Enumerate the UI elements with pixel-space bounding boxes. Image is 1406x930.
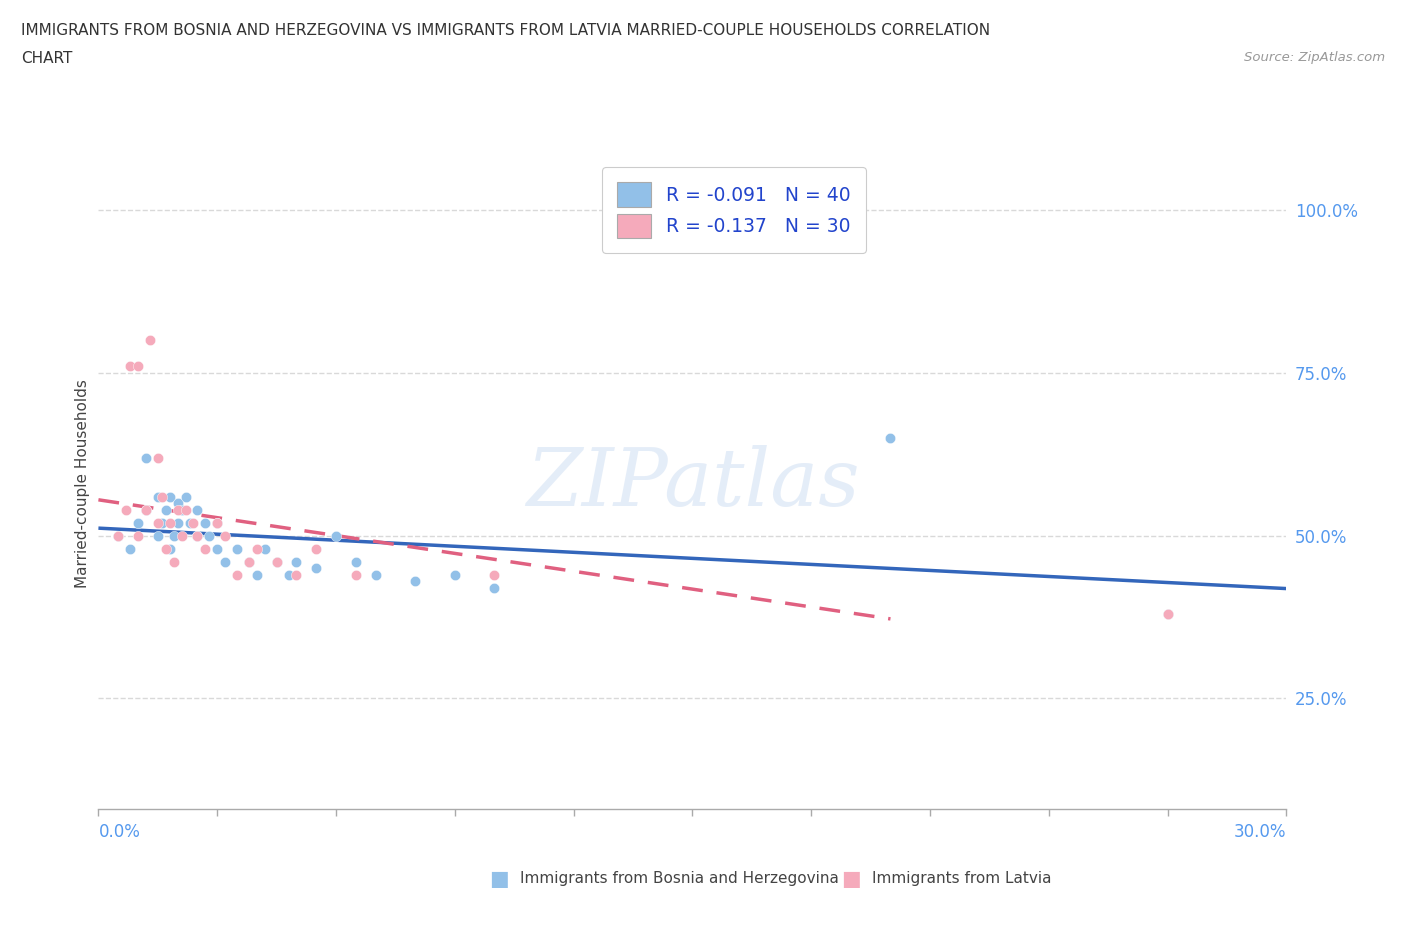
Legend: R = -0.091   N = 40, R = -0.137   N = 30: R = -0.091 N = 40, R = -0.137 N = 30 <box>602 167 866 253</box>
Point <box>404 574 426 589</box>
Point <box>186 502 208 517</box>
Point <box>186 528 208 543</box>
Point <box>170 528 193 543</box>
Point <box>194 515 217 530</box>
Point <box>127 528 149 543</box>
Point <box>120 541 142 556</box>
Y-axis label: Married-couple Households: Married-couple Households <box>75 379 90 588</box>
Point <box>120 359 142 374</box>
Point <box>246 541 269 556</box>
Point <box>127 359 149 374</box>
Point <box>266 554 288 569</box>
Text: ■: ■ <box>489 869 509 889</box>
Point <box>344 567 367 582</box>
Text: Immigrants from Latvia: Immigrants from Latvia <box>872 871 1052 886</box>
Point <box>146 515 169 530</box>
Point <box>238 554 260 569</box>
Point <box>115 502 138 517</box>
Point <box>146 450 169 465</box>
Point <box>305 561 328 576</box>
Point <box>174 489 197 504</box>
Point <box>238 554 260 569</box>
Text: 30.0%: 30.0% <box>1234 823 1286 841</box>
Point <box>166 502 188 517</box>
Point <box>150 489 173 504</box>
Text: ZIPatlas: ZIPatlas <box>526 445 859 523</box>
Point <box>186 528 208 543</box>
Point <box>207 515 229 530</box>
Point <box>285 567 308 582</box>
Point <box>214 528 236 543</box>
Point <box>198 528 221 543</box>
Point <box>159 489 181 504</box>
Point <box>135 502 157 517</box>
Point <box>364 567 387 582</box>
Point <box>163 554 186 569</box>
Text: Immigrants from Bosnia and Herzegovina: Immigrants from Bosnia and Herzegovina <box>520 871 839 886</box>
Point <box>166 496 188 511</box>
Text: 0.0%: 0.0% <box>98 823 141 841</box>
Point <box>266 554 288 569</box>
Point <box>325 528 347 543</box>
Point <box>1156 606 1178 621</box>
Point <box>253 541 276 556</box>
Point <box>135 502 157 517</box>
Point <box>305 541 328 556</box>
Point <box>246 567 269 582</box>
Point <box>344 554 367 569</box>
Point <box>166 515 188 530</box>
Point <box>879 431 901 445</box>
Point <box>146 528 169 543</box>
Point <box>277 567 299 582</box>
Point <box>170 502 193 517</box>
Point <box>207 541 229 556</box>
Point <box>127 515 149 530</box>
Point <box>194 541 217 556</box>
Point <box>150 515 173 530</box>
Point <box>135 450 157 465</box>
Point <box>207 515 229 530</box>
Point <box>444 567 467 582</box>
Point <box>163 528 186 543</box>
Point <box>1156 606 1178 621</box>
Point <box>155 541 177 556</box>
Point <box>214 554 236 569</box>
Point <box>155 502 177 517</box>
Point <box>139 333 162 348</box>
Point <box>159 515 181 530</box>
Text: Source: ZipAtlas.com: Source: ZipAtlas.com <box>1244 51 1385 64</box>
Point <box>226 541 249 556</box>
Point <box>285 554 308 569</box>
Point <box>159 541 181 556</box>
Point <box>484 567 506 582</box>
Point <box>484 580 506 595</box>
Point <box>179 515 201 530</box>
Text: IMMIGRANTS FROM BOSNIA AND HERZEGOVINA VS IMMIGRANTS FROM LATVIA MARRIED-COUPLE : IMMIGRANTS FROM BOSNIA AND HERZEGOVINA V… <box>21 23 990 38</box>
Point <box>174 502 197 517</box>
Text: CHART: CHART <box>21 51 73 66</box>
Point <box>107 528 129 543</box>
Point <box>107 528 129 543</box>
Text: ■: ■ <box>841 869 860 889</box>
Point <box>226 567 249 582</box>
Point <box>183 515 205 530</box>
Point <box>146 489 169 504</box>
